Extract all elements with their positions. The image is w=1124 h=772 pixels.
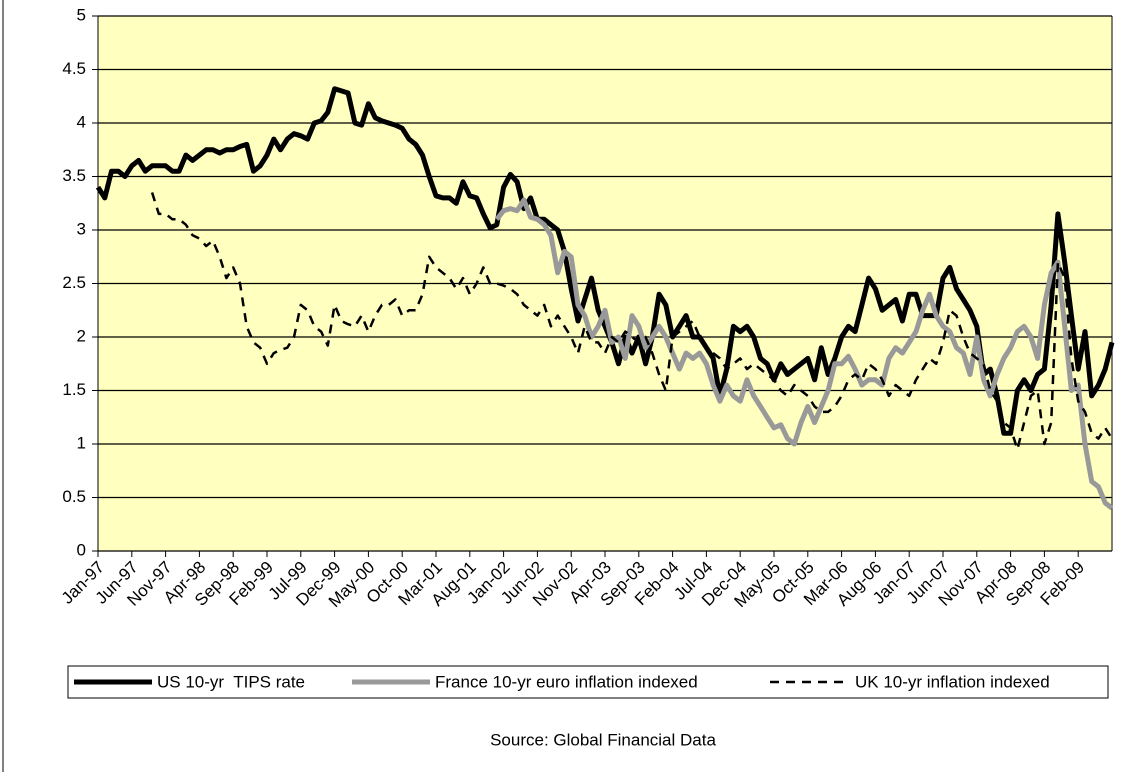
y-tick-label: 3.5 [62, 166, 86, 185]
source-note: Source: Global Financial Data [490, 730, 716, 749]
y-tick-label: 4 [77, 112, 86, 131]
legend-label: UK 10-yr inflation indexed [855, 672, 1050, 691]
y-tick-label: 2 [77, 326, 86, 345]
y-tick-label: 1 [77, 433, 86, 452]
y-tick-label: 0 [77, 540, 86, 559]
y-tick-label: 3 [77, 219, 86, 238]
legend-label: France 10-yr euro inflation indexed [435, 672, 698, 691]
legend-box [67, 665, 1109, 699]
y-tick-label: 1.5 [62, 380, 86, 399]
y-tick-label: 5 [77, 5, 86, 24]
series-line [150, 192, 1114, 451]
series-line [494, 197, 1114, 511]
y-tick-label: 0.5 [62, 487, 86, 506]
legend-label: US 10-yr TIPS rate [157, 672, 305, 691]
y-tick-label: 2.5 [62, 273, 86, 292]
y-tick-label: 4.5 [62, 59, 86, 78]
series-line [95, 86, 1115, 436]
